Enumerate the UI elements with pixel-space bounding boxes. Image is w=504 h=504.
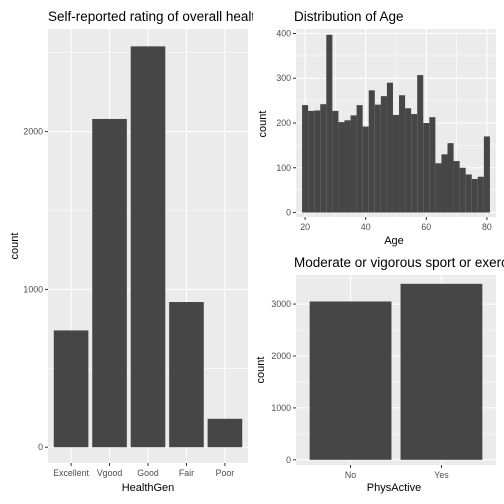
phys-chart-bars — [309, 283, 483, 460]
age-histogram-bin — [447, 143, 454, 213]
age-histogram-bin — [471, 178, 478, 213]
age-histogram-bin — [368, 90, 375, 213]
age-histogram-bin — [411, 114, 418, 213]
age-histogram-bin — [477, 176, 484, 213]
age-y-tick-label: 400 — [276, 28, 291, 38]
health-bar — [130, 46, 166, 448]
phys-y-tick-label: 3000 — [271, 299, 291, 309]
age-histogram-bin — [392, 114, 400, 213]
health-x-tick-label: Good — [137, 468, 159, 478]
health-y-tick-label: 0 — [38, 442, 43, 452]
age-histogram-bin — [362, 126, 369, 213]
age-chart-x-label: Age — [384, 235, 404, 247]
age-histogram-bin — [356, 105, 363, 213]
age-x-tick-label: 20 — [300, 222, 310, 232]
health-chart-x-label: HealthGen — [122, 482, 175, 494]
age-histogram-bin — [405, 108, 412, 213]
age-histogram-bin — [483, 136, 490, 213]
phys-y-tick-label: 1000 — [271, 403, 291, 413]
phys-chart-y-axis: 0 1000 2000 3000 — [271, 299, 296, 465]
health-bar — [169, 302, 204, 448]
health-chart-title: Self-reported rating of overall health — [48, 9, 263, 24]
age-histogram-bin — [423, 123, 430, 213]
age-histogram-bin — [465, 174, 472, 213]
age-histogram-bin — [374, 104, 381, 213]
phys-y-tick-label: 0 — [286, 455, 291, 465]
age-histogram-bin — [386, 82, 393, 213]
age-histogram-bin — [332, 110, 339, 213]
age-histogram-bin — [326, 34, 333, 213]
health-x-tick-label: Excellent — [53, 468, 89, 478]
age-histogram-bin — [417, 75, 424, 213]
age-histogram-bin — [459, 167, 466, 213]
age-chart-y-label: count — [257, 111, 269, 138]
age-histogram-bin — [350, 115, 357, 213]
age-histogram-bin — [302, 105, 309, 213]
health-x-tick-label: Poor — [216, 468, 235, 478]
health-chart-y-axis: 0 1000 2000 — [23, 127, 48, 452]
age-x-tick-label: 80 — [482, 222, 492, 232]
age-histogram-bin — [453, 161, 460, 213]
age-x-tick-label: 40 — [361, 222, 371, 232]
age-histogram-bin — [344, 120, 351, 213]
phys-chart-x-label: PhysActive — [367, 482, 421, 494]
age-y-tick-label: 200 — [276, 118, 291, 128]
phys-chart-y-label: count — [255, 357, 267, 384]
health-y-tick-label: 1000 — [23, 284, 43, 294]
age-chart-x-axis: 20 40 60 80 — [300, 217, 492, 232]
age-histogram-bin — [320, 104, 327, 213]
phys-x-tick-label: No — [345, 470, 356, 480]
phys-chart-x-axis: No Yes — [345, 465, 449, 480]
age-histogram-bin — [380, 96, 387, 213]
age-y-tick-label: 0 — [286, 208, 291, 218]
health-chart-y-label: count — [9, 233, 21, 260]
age-y-tick-label: 300 — [276, 73, 291, 83]
phys-chart-title: Moderate or vigorous sport or exercise — [294, 255, 504, 270]
health-bar — [207, 418, 243, 448]
health-x-tick-label: Vgood — [97, 468, 123, 478]
age-chart-bars — [302, 34, 490, 213]
age-histogram-bin — [338, 122, 345, 213]
health-y-tick-label: 2000 — [23, 127, 43, 137]
phys-bar — [309, 301, 392, 460]
phys-active-chart: Moderate or vigorous sport or exercise 0… — [255, 255, 504, 494]
age-histogram-bin — [441, 154, 448, 213]
health-rating-chart: Self-reported rating of overall health 0… — [9, 9, 263, 494]
age-histogram-bin — [308, 110, 315, 213]
phys-bar — [400, 283, 483, 460]
age-y-tick-label: 100 — [276, 163, 291, 173]
health-bar — [92, 118, 127, 448]
health-chart-bars — [53, 46, 243, 448]
age-histogram-bin — [429, 117, 436, 213]
phys-y-tick-label: 2000 — [271, 351, 291, 361]
health-chart-x-axis: Excellent Vgood Good Fair Poor — [53, 463, 234, 478]
age-histogram-chart: Distribution of Age 0 100 200 300 400 20 40 60… — [257, 9, 496, 247]
health-bar — [53, 330, 89, 448]
age-chart-title: Distribution of Age — [294, 9, 404, 24]
health-x-tick-label: Fair — [179, 468, 194, 478]
age-chart-y-axis: 0 100 200 300 400 — [276, 28, 296, 218]
age-histogram-bin — [435, 163, 442, 213]
phys-x-tick-label: Yes — [434, 470, 449, 480]
age-histogram-bin — [399, 95, 406, 213]
age-histogram-bin — [314, 110, 321, 213]
age-x-tick-label: 60 — [421, 222, 431, 232]
